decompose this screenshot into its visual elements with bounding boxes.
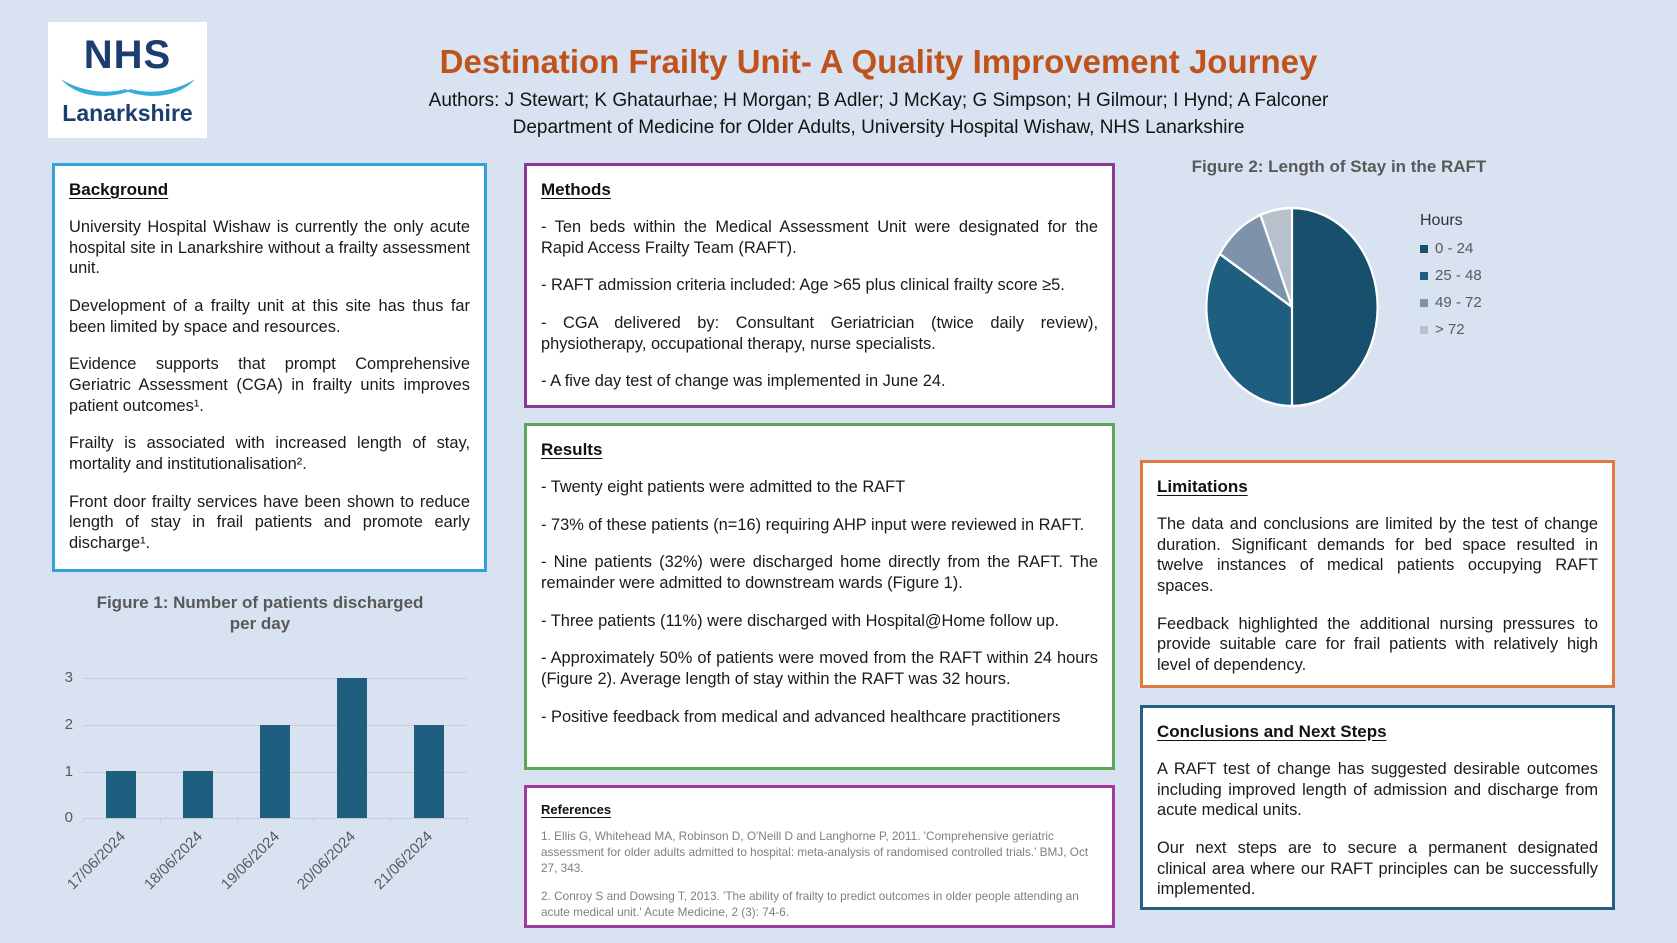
pie-legend: Hours 0 - 24 25 - 48 49 - 72 > 72 — [1420, 212, 1482, 338]
pie-chart-svg — [1205, 206, 1379, 408]
background-paragraph: Front door frailty services have been sh… — [69, 492, 470, 553]
x-axis-tick-label: 18/06/2024 — [140, 828, 207, 894]
legend-title: Hours — [1420, 212, 1463, 229]
pie-slice-0 — [1290, 206, 1379, 408]
axis-baseline — [83, 818, 467, 819]
axis-tick — [313, 818, 314, 823]
nhs-logo-text: NHS — [83, 33, 172, 77]
bar-day-5 — [414, 724, 444, 818]
x-axis-tick-label: 17/06/2024 — [63, 828, 130, 894]
methods-heading: Methods — [541, 180, 611, 199]
figure-1-bar-chart: Figure 1: Number of patients discharged … — [45, 592, 475, 937]
limitations-paragraph: The data and conclusions are limited by … — [1157, 515, 1598, 596]
department-line: Department of Medicine for Older Adults,… — [512, 117, 1245, 139]
legend-item: > 72 — [1420, 321, 1482, 338]
legend-label: 0 - 24 — [1435, 240, 1474, 257]
methods-item: - RAFT admission criteria included: Age … — [541, 276, 1065, 295]
axis-tick — [160, 818, 161, 823]
methods-section: Methods - Ten beds within the Medical As… — [524, 163, 1115, 408]
legend-swatch-icon — [1420, 325, 1428, 334]
legend-item: 49 - 72 — [1420, 294, 1482, 311]
axis-tick — [467, 818, 468, 823]
legend-label: 49 - 72 — [1435, 294, 1482, 311]
background-paragraph: Frailty is associated with increased len… — [69, 434, 470, 474]
x-axis-tick-label: 20/06/2024 — [293, 828, 360, 894]
axis-tick — [83, 818, 84, 823]
bar-day-1 — [106, 771, 136, 818]
conclusions-section: Conclusions and Next Steps A RAFT test o… — [1140, 705, 1615, 910]
legend-label: 25 - 48 — [1435, 267, 1482, 284]
x-axis-tick-label: 21/06/2024 — [370, 828, 437, 894]
x-axis-tick-label: 19/06/2024 — [217, 828, 284, 894]
bar-day-2 — [183, 771, 213, 818]
results-item: - 73% of these patients (n=16) requiring… — [541, 515, 1085, 534]
limitations-paragraph: Feedback highlighted the additional nurs… — [1157, 614, 1598, 675]
poster-title: Destination Frailty Unit- A Quality Impr… — [439, 43, 1318, 80]
background-paragraph: Evidence supports that prompt Comprehens… — [69, 355, 470, 415]
conclusions-paragraph: Our next steps are to secure a permanent… — [1157, 839, 1598, 899]
bar-day-4 — [337, 677, 367, 818]
limitations-heading: Limitations — [1157, 477, 1248, 496]
lanarkshire-swoosh-icon — [60, 79, 195, 96]
figure-2-title: Figure 2: Length of Stay in the RAFT — [1191, 157, 1487, 176]
legend-swatch-icon — [1420, 271, 1428, 280]
reference-item: 1. Ellis G, Whitehead MA, Robinson D, O'… — [541, 829, 1089, 875]
background-heading: Background — [69, 180, 169, 199]
conclusions-paragraph: A RAFT test of change has suggested desi… — [1157, 760, 1598, 820]
authors-line: Authors: J Stewart; K Ghataurhae; H Morg… — [428, 90, 1329, 112]
axis-tick — [390, 818, 391, 823]
bar-day-3 — [260, 724, 290, 818]
results-heading: Results — [541, 440, 603, 459]
results-item: - Three patients (11%) were discharged w… — [541, 611, 1060, 630]
limitations-section: Limitations The data and conclusions are… — [1140, 460, 1615, 688]
methods-item: - Ten beds within the Medical Assessment… — [541, 218, 1098, 257]
y-axis-tick-label: 2 — [64, 716, 73, 733]
results-item: - Twenty eight patients were admitted to… — [541, 478, 906, 496]
legend-item: 0 - 24 — [1420, 240, 1482, 257]
results-item: - Nine patients (32%) were discharged ho… — [541, 553, 1098, 593]
legend-item: 25 - 48 — [1420, 267, 1482, 284]
results-item: - Approximately 50% of patients were mov… — [541, 649, 1098, 689]
y-axis-tick-label: 0 — [64, 809, 73, 826]
background-paragraph: University Hospital Wishaw is currently … — [69, 218, 470, 278]
y-axis-tick-label: 1 — [64, 763, 73, 780]
legend-swatch-icon — [1420, 244, 1428, 253]
methods-item: - A five day test of change was implemen… — [541, 372, 946, 391]
conclusions-heading: Conclusions and Next Steps — [1157, 722, 1387, 741]
references-heading: References — [541, 802, 612, 817]
axis-tick — [237, 818, 238, 823]
nhs-lanarkshire-logo: NHS Lanarkshire — [48, 22, 207, 138]
legend-label: > 72 — [1435, 321, 1465, 338]
poster-header: Destination Frailty Unit- A Quality Impr… — [160, 43, 1597, 139]
background-paragraph: Development of a frailty unit at this si… — [69, 297, 470, 336]
gridline — [83, 678, 467, 679]
pie-slice-3 — [1259, 206, 1294, 309]
legend-swatch-icon — [1420, 298, 1428, 307]
methods-item: - CGA delivered by: Consultant Geriatric… — [541, 314, 1098, 353]
reference-item: 2. Conroy S and Dowsing T, 2013. 'The ab… — [541, 888, 1079, 919]
results-item: - Positive feedback from medical and adv… — [541, 707, 1061, 726]
figure-1-title: Figure 1: Number of patients discharged … — [96, 593, 424, 634]
y-axis-tick-label: 3 — [64, 669, 73, 686]
lanarkshire-logo-text: Lanarkshire — [62, 100, 193, 126]
references-section: References 1. Ellis G, Whitehead MA, Rob… — [524, 785, 1115, 928]
background-section: Background University Hospital Wishaw is… — [52, 163, 487, 572]
results-section: Results - Twenty eight patients were adm… — [524, 423, 1115, 770]
